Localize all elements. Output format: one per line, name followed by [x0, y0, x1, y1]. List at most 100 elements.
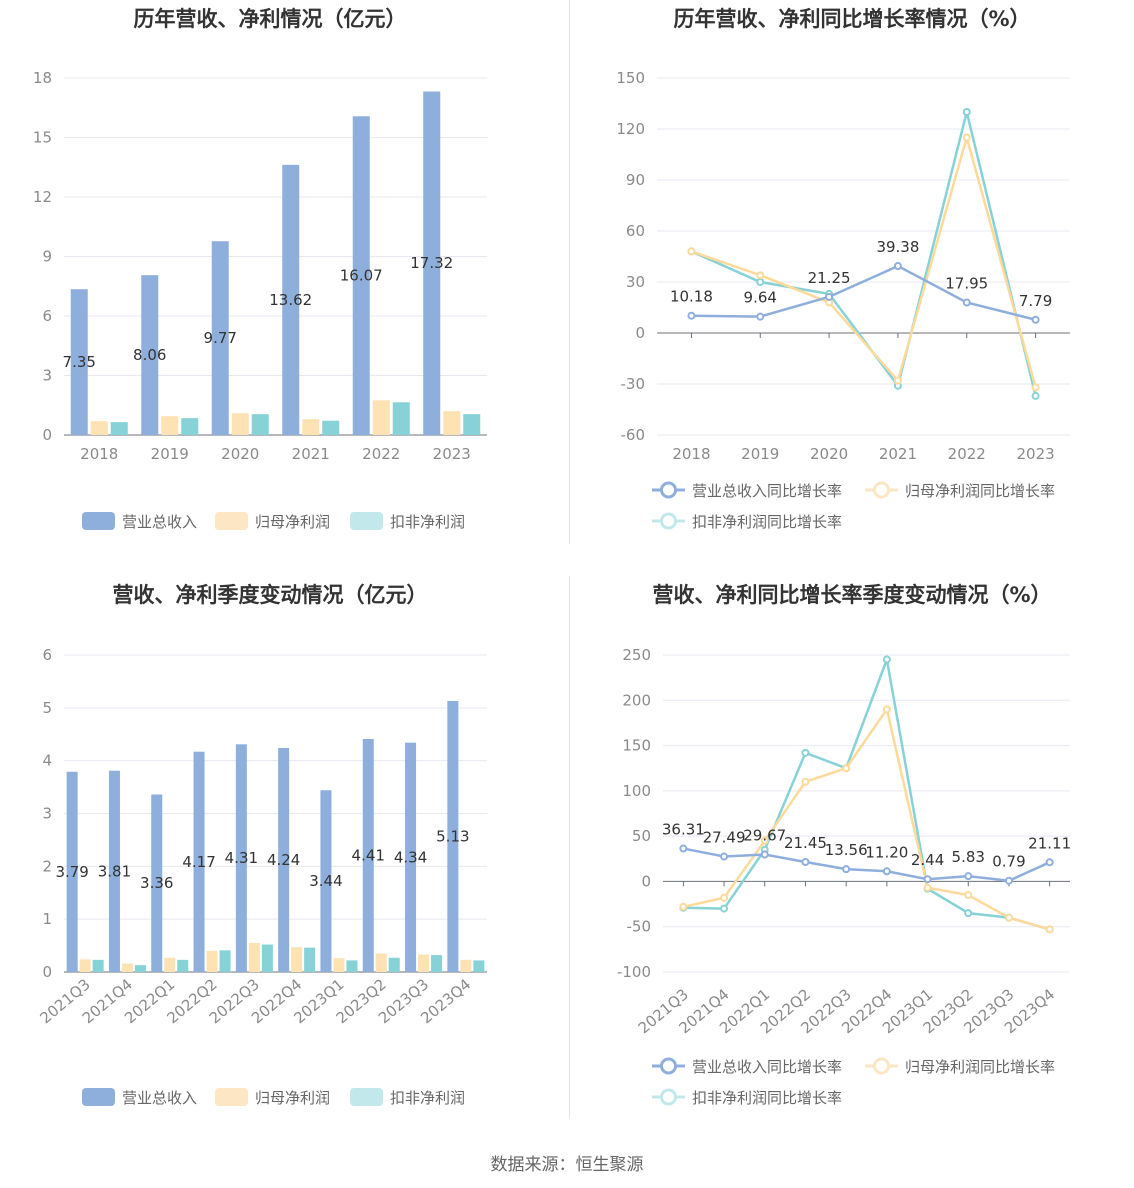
data-label: 21.25	[808, 269, 851, 287]
legend-item: 营业总收入同比增长率	[652, 1057, 842, 1076]
y-tick-label: 3	[42, 805, 52, 823]
data-point	[923, 875, 932, 884]
data-point	[720, 852, 729, 861]
y-tick-label: 120	[616, 120, 645, 138]
bar	[235, 744, 247, 972]
data-point	[756, 278, 765, 286]
y-tick-label: 60	[626, 222, 645, 240]
data-point	[842, 764, 851, 773]
data-point	[1031, 383, 1040, 392]
legend-item: 扣非净利润	[350, 512, 465, 531]
data-label: 3.44	[309, 872, 342, 890]
quarterly-revenue-profit-bar-chart: 营收、净利季度变动情况（亿元）01234562021Q32021Q42022Q1…	[37, 583, 487, 1107]
legend: 营业总收入 归母净利润 扣非净利润	[82, 1088, 465, 1107]
bar	[320, 790, 332, 972]
data-label: 11.20	[865, 843, 908, 861]
bar	[177, 959, 189, 972]
series-line	[691, 264, 1036, 321]
bar	[121, 963, 133, 972]
bar	[261, 944, 273, 972]
legend-marker	[660, 1088, 677, 1106]
bar	[388, 957, 400, 972]
y-tick-label: -100	[617, 963, 651, 981]
y-tick-label: 30	[626, 273, 645, 291]
annual-revenue-profit-bar-chart: 历年营收、净利情况（亿元） 0 3 6 9 12 15 18 2018 2019 2020 2021 2…	[33, 7, 487, 531]
bar	[392, 402, 410, 435]
bar	[302, 419, 320, 435]
bar	[193, 751, 205, 972]
y-tick-label: 50	[632, 827, 651, 845]
data-point	[964, 872, 973, 881]
legend-label: 营业总收入	[122, 513, 197, 531]
series-revenue	[687, 262, 1040, 324]
data-point	[842, 865, 851, 874]
bar	[66, 771, 78, 972]
data-point	[962, 108, 971, 116]
bar	[110, 422, 128, 435]
data-point	[825, 292, 834, 301]
legend-item: 扣非净利润同比增长率	[652, 1088, 842, 1107]
x-tick-label: 2018	[80, 445, 118, 463]
y-tick-label: 0	[635, 324, 645, 342]
x-tick-label: 2021	[292, 445, 330, 463]
annual-bar-panel: 历年营收、净利情况（亿元） 0 3 6 9 12 15 18 2018 2019 2020 2021 2…	[0, 0, 567, 570]
series-deducted-net-profit	[687, 108, 1040, 400]
data-label: 0.79	[992, 853, 1025, 871]
bar	[90, 421, 108, 435]
y-tick-label: 6	[42, 307, 52, 325]
x-tick-label: 2018	[672, 445, 710, 463]
data-point	[720, 893, 729, 902]
legend-item: 归母净利润同比增长率	[865, 1057, 1055, 1076]
data-label: 9.64	[744, 289, 777, 307]
data-label: 3.81	[98, 862, 131, 880]
bar	[460, 959, 472, 972]
y-tick-label: 9	[42, 248, 52, 266]
data-label: 8.06	[133, 346, 166, 364]
x-tick-label: 2019	[151, 445, 189, 463]
bar	[304, 947, 316, 972]
data-point	[801, 858, 810, 867]
data-label: 10.18	[670, 288, 713, 306]
legend-item: 营业总收入同比增长率	[652, 481, 842, 500]
bar	[141, 275, 159, 435]
quarterly-bar-panel: 营收、净利季度变动情况（亿元） 0 1 2 3 4 5 6 2021Q3 2021Q4 2022Q1…	[0, 576, 567, 1146]
data-label: 21.11	[1028, 834, 1071, 852]
legend-label: 营业总收入同比增长率	[692, 482, 842, 500]
data-point	[801, 748, 810, 757]
legend-item: 营业总收入	[82, 1088, 197, 1107]
bar	[463, 414, 481, 435]
chart-title: 营收、净利同比增长率季度变动情况（%）	[652, 583, 1051, 607]
data-point	[882, 705, 891, 714]
legend-label: 扣非净利润同比增长率	[692, 513, 842, 531]
bar	[431, 955, 443, 972]
data-point	[893, 376, 902, 385]
data-label: 2.44	[911, 851, 944, 869]
series-line	[690, 111, 1037, 397]
legend-label: 归母净利润	[255, 1089, 330, 1107]
bar	[473, 960, 485, 972]
data-label: 17.32	[410, 254, 453, 272]
y-tick-label: -60	[621, 426, 646, 444]
legend-swatch	[82, 1088, 115, 1106]
data-label: 7.79	[1019, 292, 1052, 310]
data-point	[882, 867, 891, 876]
series-deducted-net-profit	[679, 654, 1054, 934]
series-parent-net-profit	[90, 400, 461, 435]
data-point	[964, 891, 973, 900]
y-tick-label: 250	[622, 646, 651, 664]
data-label: 9.77	[204, 329, 237, 347]
bar	[161, 416, 179, 435]
data-point	[962, 133, 971, 142]
legend: 营业总收入 归母净利润 扣非净利润	[82, 512, 465, 531]
data-label: 4.34	[394, 848, 427, 866]
y-tick-label: 18	[33, 69, 52, 87]
bar	[352, 116, 370, 436]
legend-marker	[660, 481, 677, 499]
y-tick-label: 3	[42, 367, 52, 385]
legend-item: 营业总收入	[82, 512, 197, 531]
bar	[375, 953, 387, 972]
bar	[282, 164, 300, 435]
data-label: 29.67	[743, 827, 786, 845]
series-parent-net-profit	[679, 705, 1054, 934]
